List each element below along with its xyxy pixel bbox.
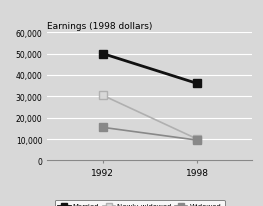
Legend: Married, Newly widowed, Widowed: Married, Newly widowed, Widowed [54,200,225,206]
Text: Earnings (1998 dollars): Earnings (1998 dollars) [47,22,153,31]
